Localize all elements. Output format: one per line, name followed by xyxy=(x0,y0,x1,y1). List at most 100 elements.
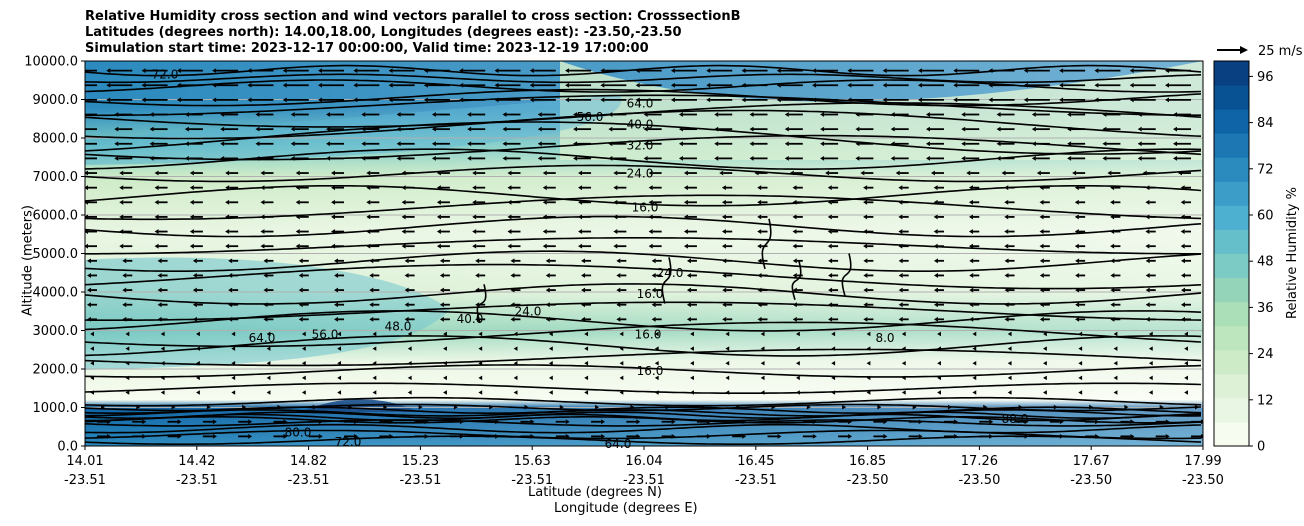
wind-vector-head xyxy=(565,433,570,439)
contour-label: 56.0 xyxy=(312,327,339,341)
wind-vector xyxy=(1085,433,1100,439)
colorbar-swatch xyxy=(1214,301,1249,327)
wind-vector-head xyxy=(160,390,165,395)
wind-vector xyxy=(545,287,556,293)
wind-vector xyxy=(510,316,521,322)
wind-vector-head xyxy=(651,273,656,278)
wind-vector xyxy=(171,404,176,410)
wind-vector-head xyxy=(101,404,105,410)
wind-vector-head xyxy=(510,273,515,278)
wind-vector-head xyxy=(220,112,225,117)
wind-vector-head xyxy=(431,126,436,132)
contour-label-text: 16.0 xyxy=(637,364,664,378)
wind-vector xyxy=(863,199,874,205)
wind-vector-head xyxy=(1145,316,1150,322)
contour-label-text: 24.0 xyxy=(515,304,542,318)
wind-vector xyxy=(961,112,980,117)
wind-vector xyxy=(1180,243,1191,249)
wind-vector-head xyxy=(855,126,860,132)
colorbar-tick-label: 72 xyxy=(1257,162,1274,177)
wind-vector-head xyxy=(584,346,589,351)
wind-vector xyxy=(353,97,380,103)
wind-vector-head xyxy=(1113,360,1118,366)
wind-vector-head xyxy=(1145,229,1150,234)
wind-vector-head xyxy=(478,360,483,366)
wind-vector xyxy=(1072,170,1086,176)
wind-vector-head xyxy=(996,141,1001,147)
wind-vector xyxy=(510,287,521,293)
wind-vector xyxy=(792,258,803,264)
wind-vector-head xyxy=(760,346,765,351)
wind-vector-head xyxy=(1004,185,1009,191)
wind-vector xyxy=(160,375,165,381)
wind-vector xyxy=(154,185,168,191)
wind-vector xyxy=(369,258,380,264)
wind-vector xyxy=(331,229,345,234)
wind-vector xyxy=(90,346,94,351)
wind-vector-head xyxy=(87,273,91,278)
wind-vector xyxy=(459,68,486,74)
wind-vector xyxy=(114,141,133,147)
wind-vector xyxy=(231,346,236,351)
wind-vector-head xyxy=(396,141,401,147)
wind-vector xyxy=(863,302,874,308)
contour-line xyxy=(85,416,1202,424)
wind-vector-head xyxy=(890,156,895,161)
wind-vector xyxy=(776,82,803,88)
wind-vector-head xyxy=(354,433,359,439)
wind-vector-head xyxy=(937,375,941,381)
wind-vector xyxy=(1181,273,1191,278)
wind-vector-head xyxy=(372,375,377,381)
wind-vector xyxy=(678,141,697,147)
wind-vector-head xyxy=(714,112,719,117)
wind-vector xyxy=(502,156,521,161)
wind-vector xyxy=(119,170,133,176)
colorbar-tick-label: 0 xyxy=(1257,440,1265,455)
wind-vector xyxy=(1075,258,1086,264)
wind-vector xyxy=(87,316,97,322)
y-tick-label: 10000.0 xyxy=(24,55,78,70)
wind-vector-head xyxy=(353,97,358,103)
wind-vector-head xyxy=(530,419,535,425)
wind-vector xyxy=(295,229,309,234)
wind-vector-head xyxy=(459,433,464,439)
wind-vector-head xyxy=(439,273,444,278)
contour-line xyxy=(85,301,1202,321)
wind-vector xyxy=(651,316,662,322)
wind-vector xyxy=(714,141,733,147)
wind-vector xyxy=(141,82,168,88)
wind-vector xyxy=(953,82,980,88)
wind-vector-head xyxy=(678,126,683,132)
wind-vector xyxy=(721,243,733,249)
wind-vector xyxy=(273,419,288,425)
wind-vector-head xyxy=(820,112,825,117)
wind-vector-head xyxy=(648,199,653,205)
wind-vector xyxy=(548,375,553,381)
wind-vector-head xyxy=(898,258,903,264)
wind-vector-head xyxy=(619,390,624,395)
wind-vector xyxy=(828,287,839,293)
wind-vector-head xyxy=(796,346,800,351)
wind-vector xyxy=(933,214,944,220)
wind-vector-head xyxy=(601,433,606,439)
wind-vector xyxy=(545,273,556,278)
wind-vector-head xyxy=(1129,68,1134,74)
wind-vector xyxy=(87,258,97,264)
wind-vector xyxy=(898,302,909,308)
wind-vector-head xyxy=(206,404,211,410)
wind-vector xyxy=(722,258,733,264)
wind-vector-head xyxy=(1184,331,1188,337)
wind-vector-head xyxy=(1129,82,1134,88)
wind-vector-head xyxy=(298,273,303,278)
wind-vector-head xyxy=(431,112,436,117)
wind-vector-head xyxy=(812,82,817,88)
wind-vector-head xyxy=(719,170,724,176)
contour-label-text: 24.0 xyxy=(627,166,654,180)
wind-vector-head xyxy=(225,199,230,205)
wind-vector-head xyxy=(423,97,428,103)
wind-vectors xyxy=(85,68,1203,439)
wind-vector-head xyxy=(757,229,762,234)
wind-vector-head xyxy=(290,156,295,161)
wind-vector-head xyxy=(1075,316,1080,322)
y-tick-label: 1000.0 xyxy=(33,401,79,416)
